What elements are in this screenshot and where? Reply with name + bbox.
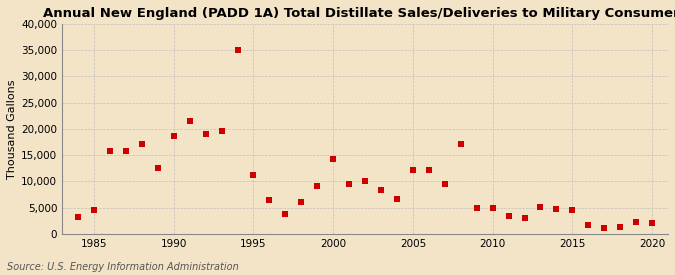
Point: [280, 212, 291, 216]
Point: [456, 142, 466, 146]
Point: [439, 181, 450, 186]
Point: [105, 149, 115, 153]
Point: [630, 220, 641, 224]
Point: [328, 157, 339, 161]
Point: [408, 168, 418, 172]
Point: [647, 221, 657, 225]
Title: Annual New England (PADD 1A) Total Distillate Sales/Deliveries to Military Consu: Annual New England (PADD 1A) Total Disti…: [43, 7, 675, 20]
Point: [583, 223, 594, 227]
Point: [599, 226, 610, 230]
Point: [551, 207, 562, 211]
Point: [567, 208, 578, 213]
Point: [153, 166, 163, 170]
Point: [184, 119, 195, 123]
Point: [487, 205, 498, 210]
Point: [168, 134, 179, 139]
Point: [392, 197, 402, 201]
Point: [88, 208, 99, 212]
Point: [216, 129, 227, 133]
Point: [248, 173, 259, 177]
Point: [503, 213, 514, 218]
Point: [232, 48, 243, 52]
Point: [136, 141, 147, 146]
Point: [471, 205, 482, 210]
Point: [73, 215, 84, 219]
Point: [535, 205, 546, 209]
Point: [519, 216, 530, 220]
Y-axis label: Thousand Gallons: Thousand Gallons: [7, 79, 17, 179]
Point: [615, 225, 626, 229]
Point: [120, 149, 131, 154]
Point: [344, 181, 354, 186]
Point: [423, 168, 434, 173]
Point: [375, 188, 386, 192]
Point: [264, 198, 275, 202]
Point: [296, 200, 306, 204]
Text: Source: U.S. Energy Information Administration: Source: U.S. Energy Information Administ…: [7, 262, 238, 272]
Point: [312, 183, 323, 188]
Point: [200, 132, 211, 136]
Point: [360, 179, 371, 184]
